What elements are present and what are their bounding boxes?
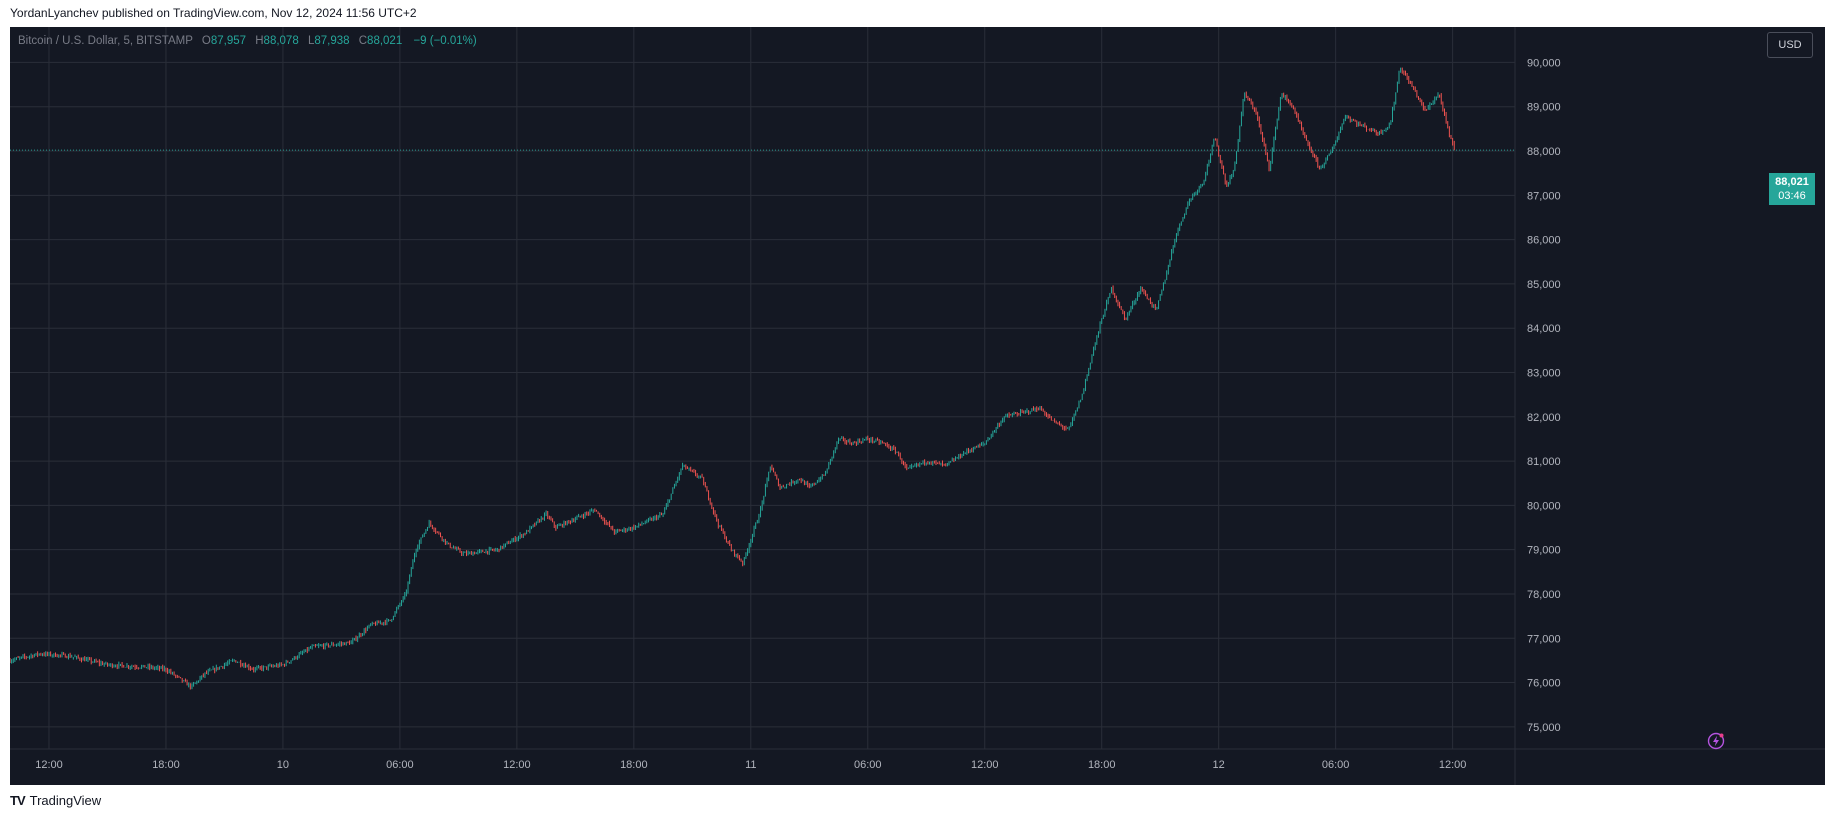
- y-tick-label: 81,000: [1527, 456, 1561, 468]
- x-tick-label: 12:00: [971, 759, 999, 771]
- y-tick-label: 75,000: [1527, 722, 1561, 734]
- close-key: C: [358, 35, 368, 47]
- y-tick-label: 90,000: [1527, 57, 1561, 69]
- last-price-value: 88,021: [1775, 176, 1809, 188]
- x-tick-label: 18:00: [1088, 759, 1116, 771]
- chart-panel[interactable]: 75,000 76,000 77,000 78,000 79,000 80,000 81,0…: [10, 27, 1825, 785]
- x-tick-label: 12:00: [503, 759, 531, 771]
- y-tick-label: 85,000: [1527, 279, 1561, 291]
- y-tick-label: 79,000: [1527, 545, 1561, 557]
- close-value: 88,021: [367, 35, 403, 47]
- tradingview-logo-icon: TV: [10, 793, 26, 808]
- x-tick-label: 12:00: [1439, 759, 1467, 771]
- change-value: −9 (−0.01%): [413, 35, 477, 47]
- y-tick-label: 82,000: [1527, 412, 1561, 424]
- currency-button[interactable]: USD: [1767, 32, 1813, 58]
- candlestick-chart[interactable]: 75,000 76,000 77,000 78,000 79,000 80,000 81,0…: [10, 27, 1825, 785]
- x-tick-label: 12:00: [35, 759, 63, 771]
- open-value: 87,957: [210, 35, 247, 47]
- x-tick-label: 06:00: [386, 759, 414, 771]
- y-tick-label: 89,000: [1527, 102, 1561, 114]
- y-tick-label: 80,000: [1527, 500, 1561, 512]
- x-tick-label: 18:00: [152, 759, 180, 771]
- ohlc-legend: Bitcoin / U.S. Dollar, 5, BITSTAMP O87,9…: [18, 35, 477, 47]
- y-tick-label: 78,000: [1527, 589, 1561, 601]
- y-tick-label: 76,000: [1527, 678, 1561, 690]
- x-tick-label: 06:00: [854, 759, 882, 771]
- low-key: L: [307, 35, 315, 47]
- x-tick-label: 12: [1213, 759, 1225, 771]
- bar-countdown: 03:46: [1778, 190, 1806, 202]
- brand-label: TradingView: [29, 793, 102, 808]
- open-key: O: [201, 35, 211, 47]
- y-tick-label: 83,000: [1527, 367, 1561, 379]
- x-tick-label: 06:00: [1322, 759, 1350, 771]
- published-caption: YordanLyanchev published on TradingView.…: [10, 6, 417, 20]
- y-tick-label: 88,000: [1527, 146, 1561, 158]
- high-key: H: [255, 35, 264, 47]
- symbol-label[interactable]: Bitcoin / U.S. Dollar, 5, BITSTAMP: [18, 35, 193, 47]
- x-tick-label: 18:00: [620, 759, 648, 771]
- last-price-badge: 88,021 03:46: [1769, 173, 1815, 205]
- x-tick-label: 11: [745, 759, 756, 771]
- footer-brand: TV TradingView: [10, 793, 101, 808]
- y-tick-label: 77,000: [1527, 633, 1561, 645]
- y-tick-label: 86,000: [1527, 235, 1561, 247]
- candles: [10, 67, 1455, 690]
- y-tick-label: 87,000: [1527, 190, 1561, 202]
- x-tick-label: 10: [277, 759, 289, 771]
- low-value: 87,938: [314, 35, 350, 47]
- y-tick-label: 84,000: [1527, 323, 1561, 335]
- lightning-icon[interactable]: [1707, 732, 1725, 750]
- high-value: 88,078: [263, 35, 299, 47]
